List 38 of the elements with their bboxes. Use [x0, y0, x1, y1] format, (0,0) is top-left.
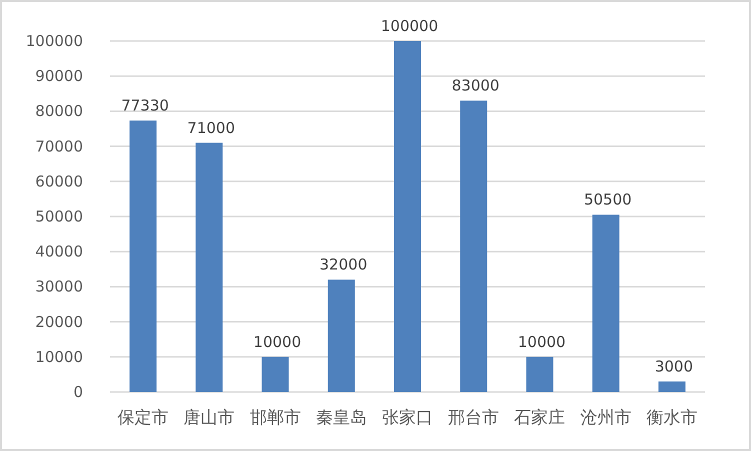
data-label: 71000: [187, 118, 236, 137]
y-tick-label: 50000: [35, 208, 83, 226]
data-label: 77330: [121, 96, 169, 115]
x-tick-label: 保定市: [118, 408, 169, 428]
y-tick-label: 20000: [35, 312, 83, 331]
y-tick-label: 70000: [35, 137, 83, 156]
y-tick-label: 60000: [35, 172, 83, 190]
data-label: 10000: [518, 332, 566, 351]
data-label: 32000: [320, 256, 368, 274]
bar: [130, 120, 157, 392]
x-tick-label: 邯郸市: [250, 408, 301, 428]
bar: [658, 381, 686, 392]
bar: [526, 356, 554, 392]
bar: [592, 214, 620, 392]
y-tick-label: 80000: [35, 102, 83, 120]
bar: [262, 356, 289, 392]
data-label: 50500: [584, 190, 632, 209]
bar: [460, 100, 488, 392]
bar: [394, 41, 421, 392]
x-tick-label: 衡水市: [646, 408, 698, 428]
y-tick-label: 10000: [35, 348, 83, 366]
y-tick-label: 0: [73, 383, 83, 401]
y-tick-label: 30000: [35, 278, 83, 296]
y-tick-label: 40000: [35, 242, 83, 261]
data-label: 83000: [452, 76, 500, 95]
data-label: 3000: [654, 357, 694, 376]
y-tick-label: 90000: [35, 67, 83, 86]
x-tick-label: 邢台市: [448, 408, 500, 428]
x-tick-label: 张家口: [382, 408, 433, 428]
data-label: 100000: [380, 17, 438, 35]
y-tick-label: 100000: [26, 32, 83, 50]
x-tick-label: 唐山市: [184, 408, 235, 428]
bar: [328, 280, 355, 392]
bar: [196, 142, 223, 392]
x-tick-label: 沧州市: [580, 408, 632, 428]
x-tick-label: 石家庄: [514, 408, 566, 428]
x-tick-label: 秦皇岛: [316, 408, 367, 428]
data-label: 10000: [253, 332, 302, 351]
